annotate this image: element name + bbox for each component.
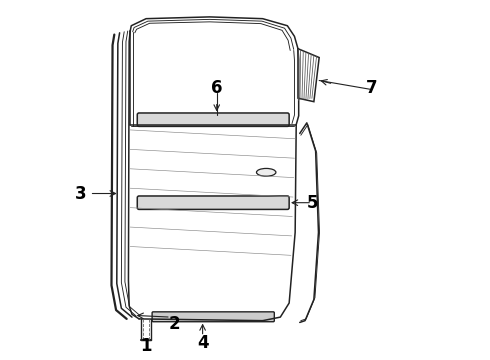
FancyBboxPatch shape xyxy=(152,312,274,322)
Text: 4: 4 xyxy=(197,334,208,352)
Ellipse shape xyxy=(256,168,276,176)
Text: 2: 2 xyxy=(169,315,180,333)
Text: 3: 3 xyxy=(75,185,87,203)
Text: 7: 7 xyxy=(367,78,378,96)
Text: 5: 5 xyxy=(306,194,318,212)
Text: 6: 6 xyxy=(211,78,222,96)
FancyBboxPatch shape xyxy=(137,113,289,126)
Text: 1: 1 xyxy=(140,337,152,355)
FancyBboxPatch shape xyxy=(137,196,289,210)
